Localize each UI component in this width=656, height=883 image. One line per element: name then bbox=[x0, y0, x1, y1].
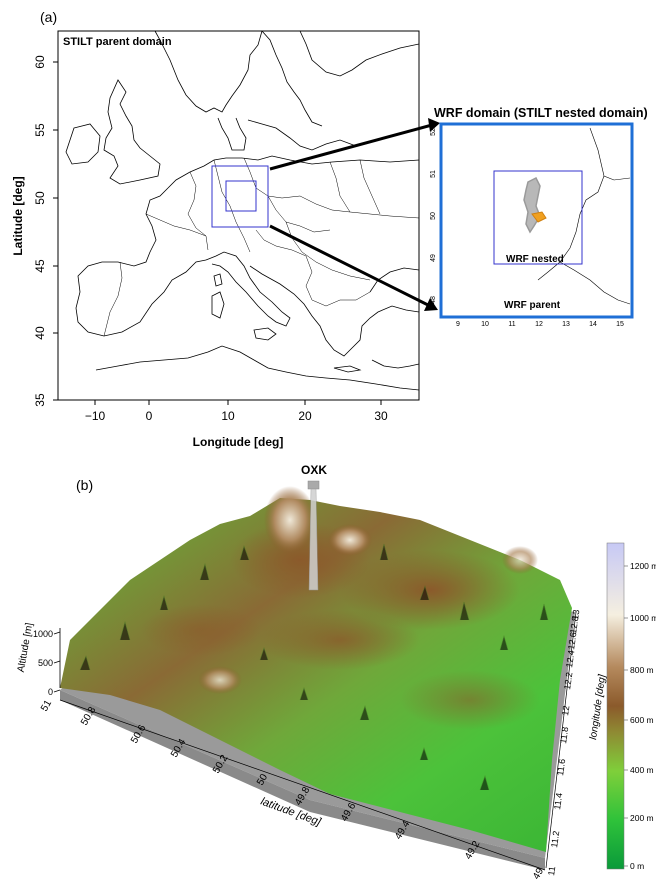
terrain-highland bbox=[140, 604, 260, 656]
inset-x-ticks: 9 10 11 12 13 14 15 bbox=[456, 321, 624, 328]
terrain-texture bbox=[79, 543, 549, 791]
map-y-tick: 55 bbox=[33, 123, 47, 137]
wrf-nested-box-main bbox=[225, 180, 257, 212]
inset-y-tick: 52 bbox=[430, 128, 437, 136]
longitude-axis bbox=[545, 611, 577, 869]
panel-a-title: STILT parent domain bbox=[63, 36, 172, 48]
station-marker bbox=[531, 211, 547, 223]
colorbar-label: 0 m bbox=[630, 861, 644, 871]
station-label: OXK bbox=[301, 463, 327, 477]
longitude-label: longitude [deg] bbox=[588, 674, 608, 741]
inset-y-tick: 49 bbox=[430, 254, 437, 262]
latitude-tick: 49 bbox=[531, 866, 546, 882]
colorbar-label: 1000 m bbox=[630, 613, 656, 623]
wrf-parent-label: WRF parent bbox=[504, 300, 561, 311]
map-x-ticks: −10 0 10 20 30 bbox=[85, 409, 388, 423]
longitude-tick: 11.2 bbox=[549, 830, 561, 848]
colorbar-label: 1200 m bbox=[630, 561, 656, 571]
altitude-tick: 0 bbox=[48, 687, 53, 697]
latitude-tick: 51 bbox=[39, 698, 54, 714]
wrf-parent-box-main bbox=[211, 165, 269, 228]
panel-a: (a) bbox=[11, 9, 648, 449]
inset-x-tick: 12 bbox=[535, 321, 543, 328]
longitude-tick: 12.6 bbox=[566, 632, 578, 651]
inset-y-tick: 48 bbox=[430, 296, 437, 304]
map-y-tick: 35 bbox=[33, 393, 47, 407]
colorbar-ticks bbox=[624, 565, 628, 867]
panel-a-tag: (a) bbox=[40, 9, 57, 25]
coastlines bbox=[65, 30, 420, 391]
map-y-tick: 50 bbox=[33, 191, 47, 205]
longitude-tick: 12.2 bbox=[562, 672, 574, 691]
map-y-tick: 45 bbox=[33, 259, 47, 273]
map-y-ticks: 60 55 50 45 40 35 bbox=[33, 55, 47, 407]
inset-x-tick: 13 bbox=[562, 321, 570, 328]
zoom-arrows bbox=[269, 118, 440, 311]
terrain-peak bbox=[502, 546, 538, 574]
longitude-tick: 11 bbox=[546, 866, 557, 877]
inset-x-tick: 14 bbox=[589, 321, 597, 328]
map-frame bbox=[57, 30, 420, 401]
map-y-tick: 60 bbox=[33, 55, 47, 69]
longitude-tick: 12 bbox=[560, 705, 571, 716]
colorbar-label: 800 m bbox=[630, 665, 654, 675]
wrf-nested-box-inset bbox=[493, 170, 583, 265]
panel-b-tag: (b) bbox=[76, 477, 93, 493]
longitude-ticks: 11 11.2 11.4 11.6 11.8 12 12.2 12.4 12.6… bbox=[546, 609, 581, 876]
inset-x-tick: 10 bbox=[481, 321, 489, 328]
colorbar-label: 200 m bbox=[630, 813, 654, 823]
map-x-tick: 0 bbox=[146, 409, 153, 423]
longitude-tick: 11.8 bbox=[558, 726, 570, 744]
inset-y-tick: 50 bbox=[430, 212, 437, 220]
map-x-tick: −10 bbox=[85, 409, 106, 423]
wrf-nested-label: WRF nested bbox=[506, 254, 564, 265]
inset-y-ticks: 52 51 50 49 48 bbox=[430, 128, 437, 304]
terrain-peak bbox=[198, 666, 242, 694]
terrain-base-edge bbox=[60, 690, 545, 870]
altitude-tick: 500 bbox=[38, 658, 53, 668]
panel-b: (b) OXK bbox=[16, 463, 656, 882]
latitude-axis bbox=[59, 699, 546, 871]
station-tower bbox=[307, 480, 320, 591]
altitude-label: Altitude [m] bbox=[16, 622, 36, 673]
terrain-highland bbox=[400, 670, 540, 730]
terrain-highland bbox=[340, 550, 520, 630]
altitude-axis bbox=[53, 628, 61, 693]
terrain-highland bbox=[260, 610, 420, 670]
inset-title: WRF domain (STILT nested domain) bbox=[434, 106, 648, 120]
colorbar bbox=[606, 542, 625, 870]
inset-borders bbox=[537, 127, 631, 305]
terrain-peak bbox=[264, 486, 316, 554]
terrain-peak bbox=[328, 524, 372, 556]
inset-x-tick: 15 bbox=[616, 321, 624, 328]
inset-x-tick: 9 bbox=[456, 321, 460, 328]
longitude-tick: 11.6 bbox=[555, 758, 567, 776]
longitude-tick: 13 bbox=[570, 609, 581, 620]
map-x-tick: 30 bbox=[374, 409, 388, 423]
colorbar-label: 600 m bbox=[630, 715, 654, 725]
longitude-tick: 12.8 bbox=[568, 616, 580, 635]
map-y-label: Latitude [deg] bbox=[11, 176, 25, 255]
inset-y-tick: 51 bbox=[430, 170, 437, 178]
map-y-tick: 40 bbox=[33, 326, 47, 340]
longitude-tick: 11.4 bbox=[552, 792, 564, 810]
longitude-tick: 12.4 bbox=[564, 650, 576, 669]
map-x-label: Longitude [deg] bbox=[193, 435, 284, 449]
colorbar-labels: 1200 m 1000 m 800 m 600 m 400 m 200 m 0 … bbox=[630, 561, 656, 871]
latitude-tick: 50 bbox=[255, 772, 270, 788]
altitude-tick: 1000 bbox=[33, 629, 53, 639]
map-x-tick: 10 bbox=[221, 409, 235, 423]
map-ticks bbox=[53, 61, 382, 405]
altitude-ticks: 1000 500 0 bbox=[33, 629, 53, 697]
map-x-tick: 20 bbox=[298, 409, 312, 423]
colorbar-label: 400 m bbox=[630, 765, 654, 775]
inset-x-tick: 11 bbox=[508, 321, 515, 328]
